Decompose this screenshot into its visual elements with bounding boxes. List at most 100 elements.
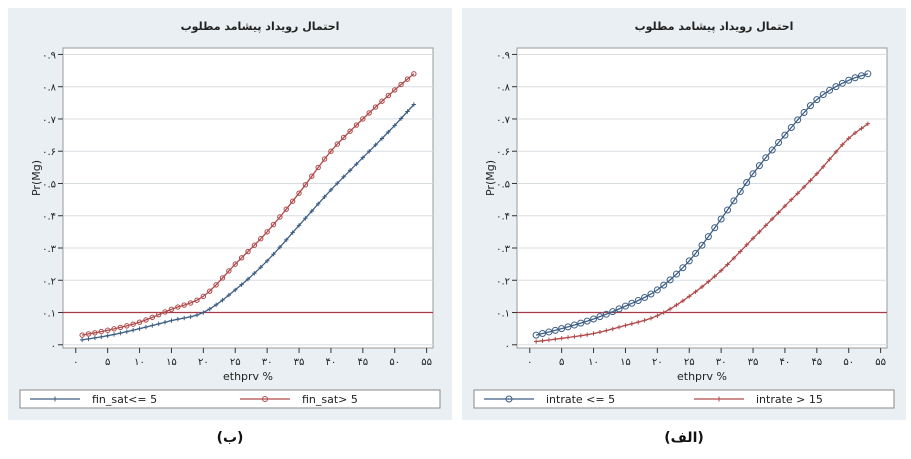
- y-tick-label: ۰.۶: [42, 147, 56, 158]
- data-point: [846, 136, 851, 141]
- data-point: [857, 72, 865, 80]
- data-point: [565, 335, 571, 340]
- data-point: [258, 236, 264, 242]
- x-tick-label: ۴۰: [780, 357, 791, 368]
- data-point: [334, 141, 341, 147]
- data-point: [826, 86, 834, 94]
- data-point: [800, 108, 808, 116]
- data-point: [213, 302, 219, 308]
- data-point: [647, 290, 655, 298]
- data-point: [284, 237, 289, 243]
- data-point: [239, 282, 244, 287]
- data-point: [776, 210, 781, 215]
- data-point: [813, 96, 821, 104]
- data-point: [220, 297, 225, 303]
- data-point: [232, 261, 238, 267]
- chart-title: احتمال رویداد پیشامد مطلوب: [181, 20, 340, 33]
- data-point: [360, 116, 366, 122]
- data-point: [724, 206, 732, 214]
- data-point: [118, 330, 123, 336]
- x-tick-label: ۵۵: [421, 357, 432, 368]
- data-point: [309, 173, 315, 179]
- data-point: [85, 331, 92, 337]
- y-tick-label: ۰.۳: [42, 244, 57, 255]
- data-point: [628, 299, 636, 307]
- legend-label: fin_sat> 5: [302, 393, 358, 406]
- data-point: [315, 201, 321, 207]
- x-tick-label: ۱۵: [620, 357, 631, 368]
- data-point: [578, 333, 583, 338]
- data-point: [667, 306, 673, 312]
- data-point: [623, 323, 628, 328]
- data-point: [169, 318, 174, 323]
- data-point: [98, 328, 104, 335]
- panel-label: (الف): [664, 430, 704, 446]
- data-point: [219, 275, 226, 281]
- data-point: [539, 330, 547, 338]
- data-point: [168, 306, 175, 312]
- x-tick-label: ۳۵: [748, 357, 759, 368]
- y-tick-label: ۰.۹: [42, 50, 56, 61]
- data-point: [104, 327, 111, 333]
- y-tick-label: ۰: [505, 341, 510, 352]
- data-point: [143, 317, 149, 323]
- data-point: [642, 318, 647, 323]
- data-point: [379, 136, 385, 141]
- data-point: [819, 91, 827, 99]
- data-point: [315, 164, 321, 171]
- data-point: [105, 333, 110, 338]
- data-point: [175, 304, 181, 310]
- data-point: [706, 279, 711, 284]
- data-point: [672, 270, 680, 278]
- y-axis-label: Pr(Mg): [30, 160, 43, 196]
- data-point: [379, 98, 385, 104]
- x-tick-label: ۴۵: [811, 357, 822, 368]
- data-point: [309, 208, 314, 214]
- data-point: [182, 315, 187, 321]
- data-point: [559, 336, 564, 341]
- data-point: [398, 81, 404, 88]
- data-point: [137, 326, 142, 331]
- data-point: [794, 116, 802, 124]
- data-point: [386, 129, 391, 135]
- data-point: [245, 276, 251, 282]
- data-point: [545, 328, 553, 336]
- data-point: [373, 142, 378, 148]
- data-point: [693, 289, 698, 294]
- legend-label: intrate <= 5: [546, 393, 615, 406]
- x-tick-label: ۲۵: [230, 357, 241, 368]
- data-point: [194, 312, 200, 318]
- data-point: [79, 332, 85, 338]
- data-point: [533, 339, 539, 344]
- data-point: [354, 161, 359, 167]
- data-point: [584, 332, 590, 337]
- data-point: [750, 236, 756, 241]
- legend-label: intrate > 15: [756, 393, 823, 406]
- data-point: [833, 149, 839, 155]
- data-point: [270, 221, 277, 228]
- data-point: [655, 313, 660, 318]
- data-point: [698, 241, 706, 249]
- data-point: [653, 286, 661, 294]
- x-tick-label: ۳۰: [716, 357, 727, 368]
- data-point: [532, 331, 540, 339]
- data-point: [763, 223, 768, 228]
- data-point: [615, 305, 623, 313]
- data-point: [570, 321, 578, 329]
- data-point: [711, 224, 719, 232]
- x-tick-label: ۵۵: [875, 357, 886, 368]
- data-point: [124, 323, 130, 329]
- data-point: [692, 249, 700, 257]
- x-tick-label: ۲۰: [652, 357, 663, 368]
- legend-marker: [505, 395, 513, 403]
- data-point: [392, 87, 398, 93]
- data-point: [303, 216, 308, 221]
- data-point: [648, 316, 654, 321]
- data-point: [99, 334, 104, 340]
- data-point: [124, 329, 129, 334]
- data-point: [207, 288, 213, 294]
- data-point: [398, 116, 404, 121]
- y-tick-label: ۰.۱: [496, 309, 510, 320]
- data-point: [187, 300, 194, 306]
- data-point: [865, 121, 871, 127]
